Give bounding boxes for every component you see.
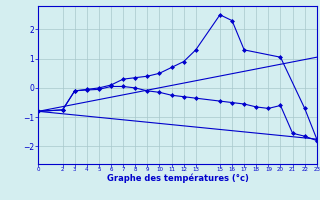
X-axis label: Graphe des températures (°c): Graphe des températures (°c) (107, 174, 249, 183)
